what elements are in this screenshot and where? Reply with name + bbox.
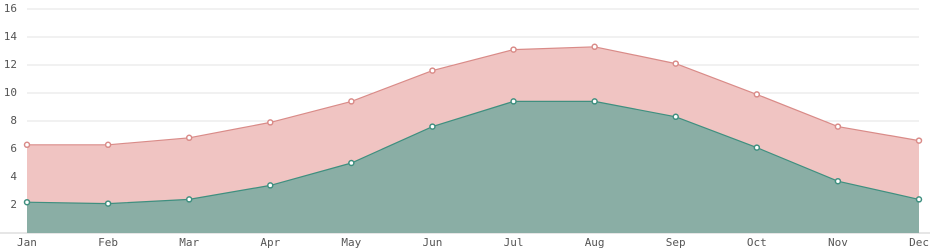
marker xyxy=(267,182,274,189)
marker xyxy=(591,43,598,51)
y-tick-label: 6 xyxy=(10,142,17,155)
marker xyxy=(185,196,193,203)
marker xyxy=(753,144,761,151)
marker xyxy=(348,98,355,105)
marker xyxy=(348,159,355,167)
area xyxy=(27,101,919,234)
x-tick-label: Nov xyxy=(828,236,848,249)
x-tick-label: Jun xyxy=(423,236,443,249)
line xyxy=(27,46,920,146)
marker xyxy=(834,123,842,130)
marker xyxy=(267,119,274,126)
y-tick-label: 10 xyxy=(4,86,17,99)
y-tick-label: 12 xyxy=(4,58,17,71)
x-tick-label: Apr xyxy=(260,236,280,249)
marker xyxy=(185,134,193,142)
marker xyxy=(429,67,436,74)
marker xyxy=(510,98,517,105)
marker xyxy=(510,46,517,53)
y-tick-label: 4 xyxy=(10,170,17,183)
line xyxy=(26,100,920,205)
y-tick-label: 8 xyxy=(10,114,17,127)
x-tick-label: Mar xyxy=(179,236,199,249)
marker xyxy=(915,196,923,203)
x-tick-label: Dec xyxy=(909,236,929,249)
marker xyxy=(672,60,679,67)
marker xyxy=(23,141,31,149)
marker xyxy=(23,198,31,206)
x-tick-label: Jan xyxy=(17,236,37,249)
x-tick-label: Aug xyxy=(585,236,605,249)
marker xyxy=(672,113,679,121)
x-tick-label: Feb xyxy=(98,236,118,249)
marker xyxy=(104,200,112,207)
y-tick-label: 16 xyxy=(4,2,17,15)
x-tick-label: Jul xyxy=(504,236,524,249)
marker xyxy=(104,141,112,149)
marker xyxy=(915,137,923,144)
x-tick-label: May xyxy=(341,236,361,249)
y-tick-label: 2 xyxy=(10,198,17,211)
marker xyxy=(591,98,598,105)
marker xyxy=(429,123,436,130)
y-tick-label: 14 xyxy=(4,30,18,43)
x-tick-label: Oct xyxy=(747,236,767,249)
marker xyxy=(753,91,761,98)
marker xyxy=(834,177,842,185)
x-tick-label: Sep xyxy=(666,236,686,249)
